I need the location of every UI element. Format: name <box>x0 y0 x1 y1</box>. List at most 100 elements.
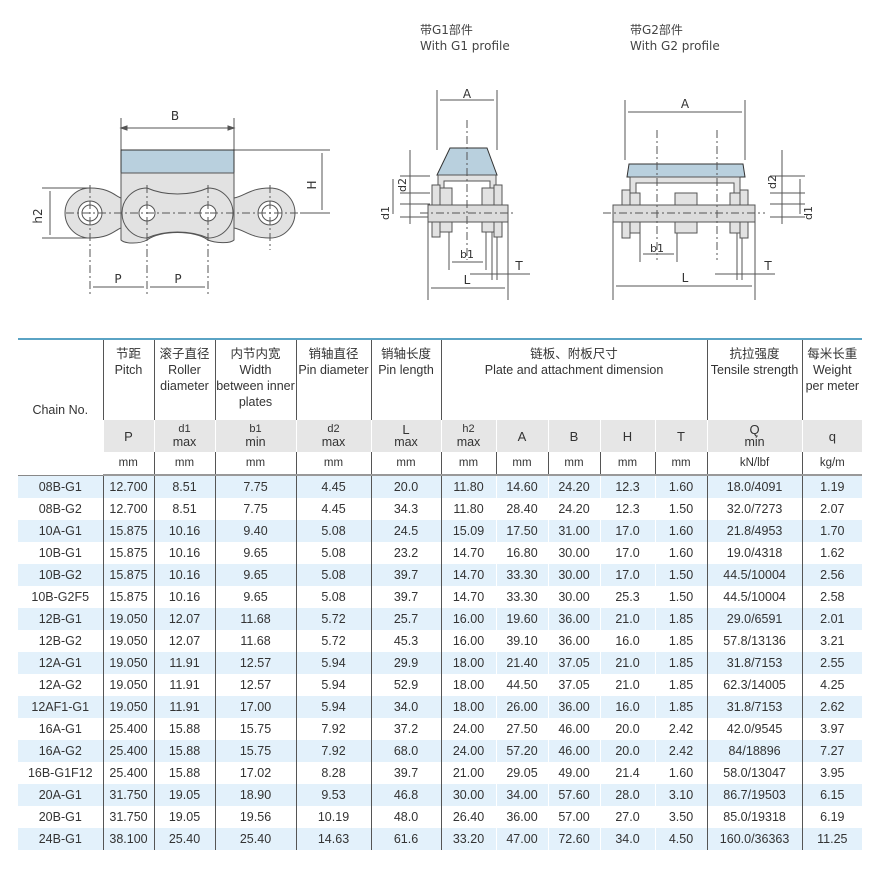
cell-value: 28.0 <box>599 784 655 806</box>
cell-value: 19.050 <box>102 630 154 652</box>
cell-value: 16.0 <box>599 696 655 718</box>
cell-chain-no: 12A-G1 <box>18 652 103 674</box>
cell-value: 16.80 <box>495 542 548 564</box>
cell-value: 18.00 <box>440 674 496 696</box>
dim-label-d2: d2 <box>766 175 779 189</box>
cell-value: 52.9 <box>370 674 441 696</box>
cell-value: 27.0 <box>599 806 655 828</box>
cell-value: 18.90 <box>214 784 296 806</box>
cell-value: 15.75 <box>214 740 296 762</box>
cell-value: 19.050 <box>102 608 154 630</box>
cell-chain-no: 24B-G1 <box>18 828 103 850</box>
cell-value: 1.50 <box>654 498 708 520</box>
col-header-cn: 节距 <box>115 347 141 361</box>
cell-value: 30.00 <box>547 586 600 608</box>
cell-value: 4.45 <box>295 475 371 498</box>
col-unit: mm <box>495 452 548 476</box>
cell-value: 5.94 <box>295 696 371 718</box>
cell-value: 1.60 <box>654 475 708 498</box>
cell-value: 15.88 <box>153 762 215 784</box>
cell-value: 36.00 <box>547 696 600 718</box>
cell-value: 11.91 <box>153 652 215 674</box>
cell-value: 68.0 <box>370 740 441 762</box>
cell-chain-no: 08B-G1 <box>18 475 103 498</box>
cell-value: 5.08 <box>295 520 371 542</box>
cell-value: 42.0/9545 <box>706 718 803 740</box>
col-header-en: Pin length <box>378 363 434 377</box>
dim-label-d1: d1 <box>379 206 392 220</box>
dim-label-L: L <box>682 271 689 285</box>
cell-value: 86.7/19503 <box>706 784 803 806</box>
table-row: 16A-G2 25.400 15.88 15.75 7.92 68.0 24.00 57.20… <box>18 740 863 762</box>
col-header-chain-no: Chain No. <box>18 338 103 476</box>
cell-chain-no: 16B-G1F12 <box>18 762 103 784</box>
col-symbol: P <box>102 420 154 452</box>
cell-value: 1.19 <box>801 475 863 498</box>
cell-value: 32.0/7273 <box>706 498 803 520</box>
symbol: B <box>569 428 579 444</box>
cell-chain-no: 16A-G2 <box>18 740 103 762</box>
cell-value: 33.30 <box>495 564 548 586</box>
col-header-cn: 销轴直径 <box>308 347 359 361</box>
cell-value: 5.08 <box>295 542 371 564</box>
dim-label-A: A <box>463 87 472 101</box>
col-symbol: d2 max <box>295 420 371 452</box>
cell-value: 25.40 <box>153 828 215 850</box>
symbol-qualifier: max <box>321 435 346 449</box>
cell-value: 39.10 <box>495 630 548 652</box>
cell-value: 31.8/7153 <box>706 652 803 674</box>
cell-value: 5.94 <box>295 652 371 674</box>
cell-chain-no: 10A-G1 <box>18 520 103 542</box>
cell-value: 72.60 <box>547 828 600 850</box>
cell-value: 15.875 <box>102 564 154 586</box>
cell-value: 5.94 <box>295 674 371 696</box>
table-row: 08B-G1 12.700 8.51 7.75 4.45 20.0 11.80 14.60 24… <box>18 475 863 498</box>
cell-value: 5.72 <box>295 630 371 652</box>
cell-value: 19.050 <box>102 696 154 718</box>
cell-value: 2.42 <box>654 718 708 740</box>
symbol-qualifier: max <box>394 435 418 449</box>
cell-value: 34.0 <box>599 828 655 850</box>
cell-value: 2.42 <box>654 740 708 762</box>
cell-value: 26.40 <box>440 806 496 828</box>
col-unit: mm <box>103 452 154 476</box>
cell-value: 15.88 <box>153 718 215 740</box>
cell-value: 1.85 <box>654 652 708 674</box>
col-header-en: Pin diameter <box>298 363 369 377</box>
cell-value: 37.05 <box>547 652 600 674</box>
dim-label-A: A <box>681 97 690 111</box>
cell-value: 34.00 <box>495 784 548 806</box>
col-header-cn: 每米长重 <box>807 347 858 361</box>
cell-value: 30.00 <box>440 784 496 806</box>
cell-value: 19.56 <box>214 806 296 828</box>
cell-value: 57.8/13136 <box>706 630 803 652</box>
col-header-cn: 滚子直径 <box>159 347 210 361</box>
cell-value: 15.875 <box>102 542 154 564</box>
cell-chain-no: 16A-G1 <box>18 718 103 740</box>
cell-value: 44.5/10004 <box>706 564 803 586</box>
cell-value: 45.3 <box>370 630 441 652</box>
cell-value: 9.65 <box>214 542 296 564</box>
table-row: 10B-G2 15.875 10.16 9.65 5.08 39.7 14.70 33.30 3… <box>18 564 863 586</box>
cell-value: 10.16 <box>153 542 215 564</box>
cell-value: 14.70 <box>440 586 496 608</box>
chain-spec-table: Chain No. 节距 Pitch 滚子直径 Roller diameter 内节内宽… <box>18 338 863 850</box>
col-header-group: 内节内宽 Width between inner plates <box>214 338 296 420</box>
cell-value: 11.91 <box>153 696 215 718</box>
cell-value: 21.4 <box>599 762 655 784</box>
cell-value: 18.00 <box>440 652 496 674</box>
cell-value: 36.00 <box>547 608 600 630</box>
col-header-group: 滚子直径 Roller diameter <box>153 338 215 420</box>
table-row: 20B-G1 31.750 19.05 19.56 10.19 48.0 26.40 36.0… <box>18 806 863 828</box>
cell-value: 12.57 <box>214 674 296 696</box>
table-row: 20A-G1 31.750 19.05 18.90 9.53 46.8 30.00 34.00… <box>18 784 863 806</box>
col-unit: mm <box>440 452 496 476</box>
cell-value: 10.16 <box>153 564 215 586</box>
cell-chain-no: 20A-G1 <box>18 784 103 806</box>
cell-value: 24.20 <box>547 498 600 520</box>
cell-value: 39.7 <box>370 564 441 586</box>
cell-value: 34.0 <box>370 696 441 718</box>
cell-value: 14.70 <box>440 564 496 586</box>
table-row: 10A-G1 15.875 10.16 9.40 5.08 24.5 15.09 17.50 3… <box>18 520 863 542</box>
